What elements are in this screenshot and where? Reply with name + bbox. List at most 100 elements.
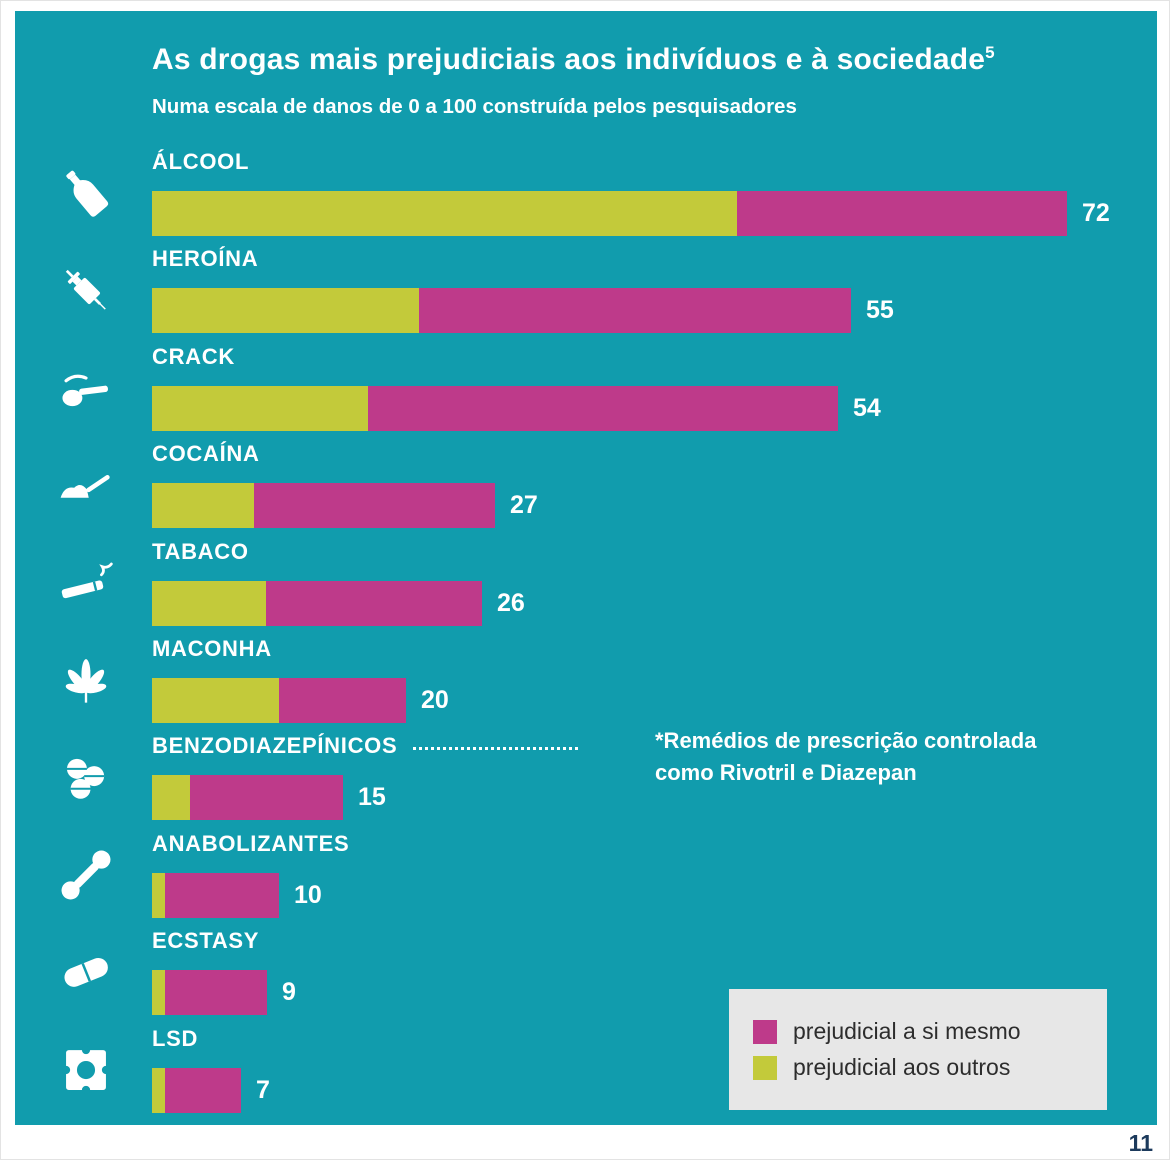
chart-row: ANABOLIZANTES 10 [15,831,1157,925]
bottle-icon [43,151,129,235]
drug-name-rivotril: Rivotril [719,759,796,785]
bar-value: 9 [282,978,296,1007]
bar-value: 7 [256,1075,270,1104]
bar-label-text: CRACK [152,343,235,369]
chart-row: ECSTASY 9 [15,928,1157,1022]
crack-pipe-icon [43,346,129,430]
bar-segment-self [254,483,495,529]
bar-segment-others [152,1067,165,1113]
stacked-bar [152,580,482,626]
bar-segment-self [190,775,343,821]
bar-segment-others [152,775,190,821]
bar-segment-others [152,191,737,236]
bar-segment-others [152,288,419,334]
bar-value: 15 [358,783,386,812]
bar-line: 27 [152,483,538,529]
bar-label: HEROÍNA [152,246,258,272]
bar-segment-self [165,872,279,918]
bar-label-text: HEROÍNA [152,246,259,272]
bar-value: 54 [853,393,881,422]
dumbbell-icon [43,833,129,917]
prescription-note-line1: *Remédios de prescrição controlada [655,728,1037,753]
legend-swatch-others [753,1055,777,1080]
bar-line: 20 [152,678,449,723]
pills-icon [43,735,129,819]
bar-segment-others [152,483,254,529]
powder-line-icon [43,443,129,527]
bar-label: ECSTASY [152,928,259,954]
prescription-note: *Remédios de prescrição controlada como … [655,725,1135,789]
dotted-leader-line [413,746,579,750]
legend-item-others: prejudicial aos outros [753,1054,1083,1081]
chart-canvas: As drogas mais prejudiciais aos indivídu… [15,11,1157,1125]
bar-line: 54 [152,385,881,431]
prescription-note-line2-prefix: como [655,759,720,785]
drug-name-diazepan: Diazepan [820,759,917,785]
bar-label-text: COCAÍNA [152,441,260,467]
chart-row: TABACO 26 [15,539,1157,633]
cannabis-leaf-icon [43,638,129,722]
bar-segment-others [152,970,165,1016]
bar-segment-others [152,580,266,626]
legend-swatch-self [753,1019,777,1044]
stacked-bar [152,483,495,529]
bar-label-text: BENZODIAZEPÍNICOS [152,733,398,759]
bar-label-text: ANABOLIZANTES [152,830,350,856]
bar-label: TABACO [152,539,249,565]
bar-label: COCAÍNA [152,441,260,467]
bar-line: 26 [152,580,525,626]
bar-label: BENZODIAZEPÍNICOS [152,733,579,759]
chart-row: BENZODIAZEPÍNICOS 15 [15,733,1157,827]
capsule-pill-icon [43,930,129,1014]
bar-label: CRACK [152,344,235,370]
bar-segment-self [737,191,1067,236]
chart-subtitle: Numa escala de danos de 0 a 100 construí… [152,95,797,118]
bar-label: ANABOLIZANTES [152,831,349,857]
legend-label-self: prejudicial a si mesmo [793,1018,1021,1044]
bar-line: 15 [152,775,386,821]
bar-label: ÁLCOOL [152,149,249,175]
bar-line: 55 [152,288,894,334]
bar-value: 55 [866,296,894,325]
bar-line: 72 [152,191,1110,236]
chart-title-text: As drogas mais prejudiciais aos indivídu… [152,43,986,76]
page-number: 11 [1128,1130,1153,1156]
stacked-bar [152,970,267,1016]
bar-label-text: MACONHA [152,636,272,661]
bar-label: LSD [152,1026,198,1052]
stacked-bar [152,1067,241,1113]
legend-label-others: prejudicial aos outros [793,1054,1011,1080]
bar-label-text: LSD [152,1025,199,1051]
bar-segment-self [165,970,267,1016]
bar-value: 10 [294,880,322,909]
prescription-note-line2-mid: e [795,759,821,785]
bar-value: 26 [497,588,525,617]
bar-segment-others [152,678,279,723]
bar-line: 7 [152,1067,270,1113]
stacked-bar [152,191,1067,236]
bar-label: MACONHA [152,636,272,662]
syringe-icon [43,248,129,332]
bar-segment-self [266,580,482,626]
bar-segment-self [419,288,851,334]
chart-row: COCAÍNA 27 [15,441,1157,535]
stacked-bar [152,288,851,334]
stacked-bar [152,775,343,821]
stacked-bar [152,678,406,723]
chart-row: HEROÍNA 55 [15,246,1157,340]
stacked-bar [152,385,838,431]
bar-value: 20 [421,686,449,714]
bar-value: 27 [510,491,538,520]
legend-item-self: prejudicial a si mesmo [753,1018,1083,1045]
bar-segment-self [165,1067,241,1113]
chart-title-footnote-mark: 5 [985,43,995,62]
bar-label-text: ECSTASY [152,928,260,954]
chart-title: As drogas mais prejudiciais aos indivídu… [152,43,995,77]
bar-line: 9 [152,970,296,1016]
bar-segment-others [152,872,165,918]
cigarette-icon [43,541,129,625]
bar-segment-others [152,385,368,431]
bar-label-text: ÁLCOOL [152,149,250,174]
legend: prejudicial a si mesmo prejudicial aos o… [729,989,1107,1110]
